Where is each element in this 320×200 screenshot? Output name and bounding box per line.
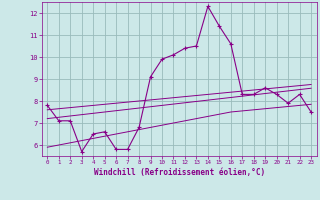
X-axis label: Windchill (Refroidissement éolien,°C): Windchill (Refroidissement éolien,°C)	[94, 168, 265, 177]
